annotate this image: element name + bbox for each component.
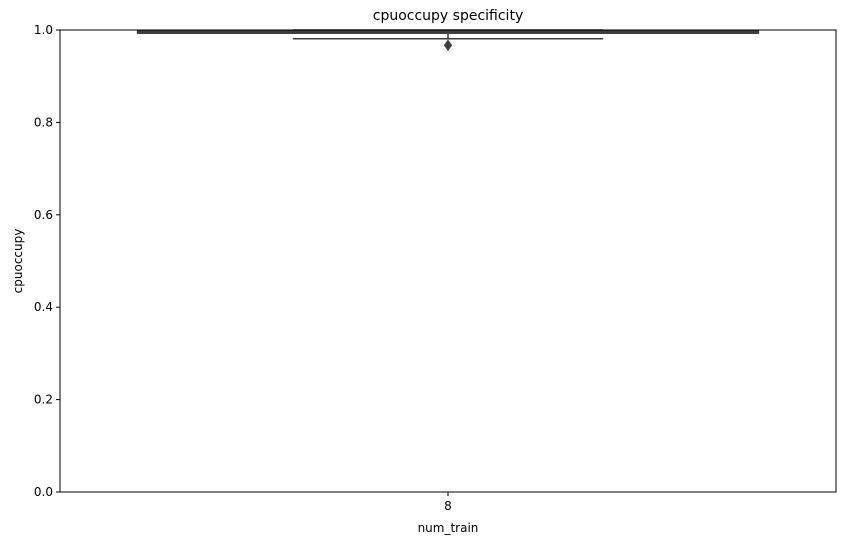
- y-tick-label: 0.6: [34, 208, 53, 222]
- y-tick-label: 0.8: [34, 115, 53, 129]
- y-tick-label: 1.0: [34, 23, 53, 37]
- box-series: [136, 29, 760, 52]
- x-axis-label: num_train: [418, 521, 479, 535]
- y-tick-label: 0.0: [34, 485, 53, 499]
- y-tick-label: 0.4: [34, 300, 53, 314]
- x-tick-label: 8: [444, 499, 452, 513]
- chart-title: cpuoccupy specificity: [373, 8, 523, 24]
- box-group: [136, 29, 760, 52]
- y-tick-label: 0.2: [34, 393, 53, 407]
- y-axis-label: cpuoccupy: [11, 229, 25, 294]
- x-axis-ticks: 8: [444, 492, 452, 513]
- plot-area-frame: [59, 29, 837, 493]
- outlier-point: [443, 39, 453, 52]
- y-axis-ticks: 0.0 0.2 0.4 0.6 0.8 1.0: [34, 23, 60, 499]
